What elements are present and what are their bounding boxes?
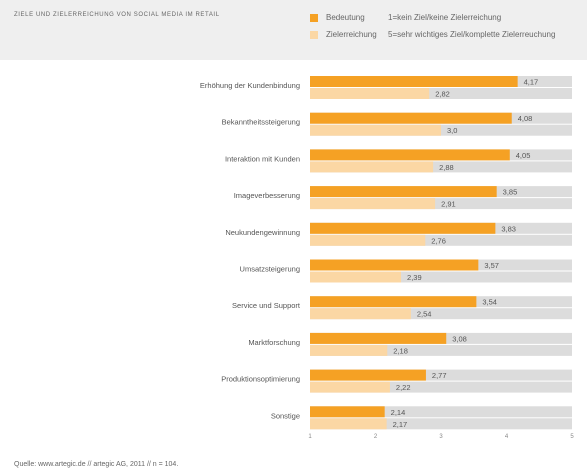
legend-swatch-bedeutung — [310, 14, 318, 22]
bar-track-sonstige-1 — [310, 418, 572, 430]
data-label-bedeutung-bekanntheitssteigerung: 4,08 — [518, 114, 533, 123]
data-label-bedeutung-marktforschung: 3,08 — [452, 334, 467, 343]
bar-bedeutung-marktforschung — [310, 332, 447, 344]
data-label-zielerreichung-neukundengewinnung: 2,76 — [431, 236, 446, 245]
data-label-zielerreichung-interaktion-mit-kunden: 2,88 — [439, 163, 454, 172]
bar-track-interaktion-mit-kunden-1 — [310, 161, 572, 173]
data-label-bedeutung-sonstige: 2,14 — [391, 408, 406, 417]
bar-zielerreichung-neukundengewinnung — [310, 234, 426, 246]
category-label-neukundengewinnung: Neukundengewinnung — [225, 228, 300, 237]
bar-zielerreichung-erhoehung-der-kundenbindung — [310, 88, 430, 99]
data-label-bedeutung-umsatzsteigerung: 3,57 — [484, 261, 499, 270]
data-label-zielerreichung-bekanntheitssteigerung: 3,0 — [447, 126, 457, 135]
bar-zielerreichung-interaktion-mit-kunden — [310, 161, 434, 173]
bar-bedeutung-service-und-support — [310, 296, 477, 308]
bar-track-produktionsoptimierung-0 — [310, 369, 572, 381]
category-label-umsatzsteigerung: Umsatzsteigerung — [240, 265, 300, 274]
bar-zielerreichung-produktionsoptimierung — [310, 381, 390, 393]
data-label-zielerreichung-erhoehung-der-kundenbindung: 2,82 — [435, 90, 450, 99]
bar-bedeutung-imageverbesserung — [310, 186, 497, 198]
bar-zielerreichung-marktforschung — [310, 344, 388, 356]
legend-swatch-zielerreichung — [310, 31, 318, 39]
bar-bedeutung-erhoehung-der-kundenbindung — [310, 76, 518, 87]
bar-track-sonstige-0 — [310, 406, 572, 418]
category-label-interaktion-mit-kunden: Interaktion mit Kunden — [225, 154, 300, 163]
data-label-zielerreichung-marktforschung: 2,18 — [393, 346, 408, 355]
category-label-marktforschung: Marktforschung — [248, 338, 300, 347]
bar-bedeutung-interaktion-mit-kunden — [310, 149, 510, 161]
x-tick-label-4: 4 — [505, 434, 509, 440]
chart-panel: Erhöhung der Kundenbindung 4,17 2,82 Bekann… — [0, 60, 587, 475]
data-label-bedeutung-interaktion-mit-kunden: 4,05 — [516, 151, 531, 160]
legend-label-bedeutung: Bedeutung — [326, 13, 365, 22]
bar-zielerreichung-service-und-support — [310, 308, 411, 320]
x-tick-label-1: 1 — [308, 434, 312, 440]
category-label-service-und-support: Service und Support — [232, 301, 301, 310]
data-label-zielerreichung-service-und-support: 2,54 — [417, 310, 432, 319]
x-tick-label-5: 5 — [570, 434, 574, 440]
data-label-zielerreichung-produktionsoptimierung: 2,22 — [396, 383, 411, 392]
bar-track-umsatzsteigerung-1 — [310, 271, 572, 283]
legend-note-scale-max: 5=sehr wichtiges Ziel/komplette Zielerre… — [388, 30, 556, 39]
bar-chart: Erhöhung der Kundenbindung 4,17 2,82 Bekann… — [200, 76, 574, 440]
category-label-bekanntheitssteigerung: Bekanntheitssteigerung — [222, 118, 300, 127]
bar-bedeutung-neukundengewinnung — [310, 222, 496, 234]
data-label-bedeutung-service-und-support: 3,54 — [482, 298, 497, 307]
bar-bedeutung-sonstige — [310, 406, 385, 418]
category-label-erhoehung-der-kundenbindung: Erhöhung der Kundenbindung — [200, 81, 300, 90]
bar-zielerreichung-bekanntheitssteigerung — [310, 124, 441, 136]
x-tick-label-3: 3 — [439, 434, 443, 440]
source-note: Quelle: www.artegic.de // artegic AG, 20… — [14, 461, 179, 468]
data-label-zielerreichung-sonstige: 2,17 — [393, 420, 408, 429]
bar-zielerreichung-imageverbesserung — [310, 198, 436, 210]
category-label-produktionsoptimierung: Produktionsoptimierung — [221, 375, 300, 384]
bar-track-produktionsoptimierung-1 — [310, 381, 572, 393]
chart-title: ZIELE UND ZIELERREICHUNG VON SOCIAL MEDI… — [14, 12, 220, 18]
bar-track-neukundengewinnung-1 — [310, 234, 572, 246]
data-label-bedeutung-imageverbesserung: 3,85 — [503, 188, 518, 197]
legend-note-scale-min: 1=kein Ziel/keine Zielerreichung — [388, 13, 502, 22]
bar-track-service-und-support-1 — [310, 308, 572, 320]
data-label-bedeutung-erhoehung-der-kundenbindung: 4,17 — [524, 78, 539, 87]
category-label-imageverbesserung: Imageverbesserung — [234, 191, 300, 200]
bar-zielerreichung-sonstige — [310, 418, 387, 430]
bar-bedeutung-produktionsoptimierung — [310, 369, 426, 381]
bar-bedeutung-umsatzsteigerung — [310, 259, 479, 271]
data-label-zielerreichung-umsatzsteigerung: 2,39 — [407, 273, 422, 282]
data-label-bedeutung-neukundengewinnung: 3,83 — [501, 224, 516, 233]
legend-label-zielerreichung: Zielerreichung — [326, 30, 377, 39]
bar-track-marktforschung-1 — [310, 344, 572, 356]
data-label-bedeutung-produktionsoptimierung: 2,77 — [432, 371, 447, 380]
bar-track-imageverbesserung-1 — [310, 198, 572, 210]
bar-zielerreichung-umsatzsteigerung — [310, 271, 402, 283]
bar-bedeutung-bekanntheitssteigerung — [310, 112, 512, 124]
bar-track-erhoehung-der-kundenbindung-1 — [310, 88, 572, 99]
x-tick-label-2: 2 — [374, 434, 378, 440]
data-label-zielerreichung-imageverbesserung: 2,91 — [441, 200, 456, 209]
category-label-sonstige: Sonstige — [271, 411, 300, 420]
